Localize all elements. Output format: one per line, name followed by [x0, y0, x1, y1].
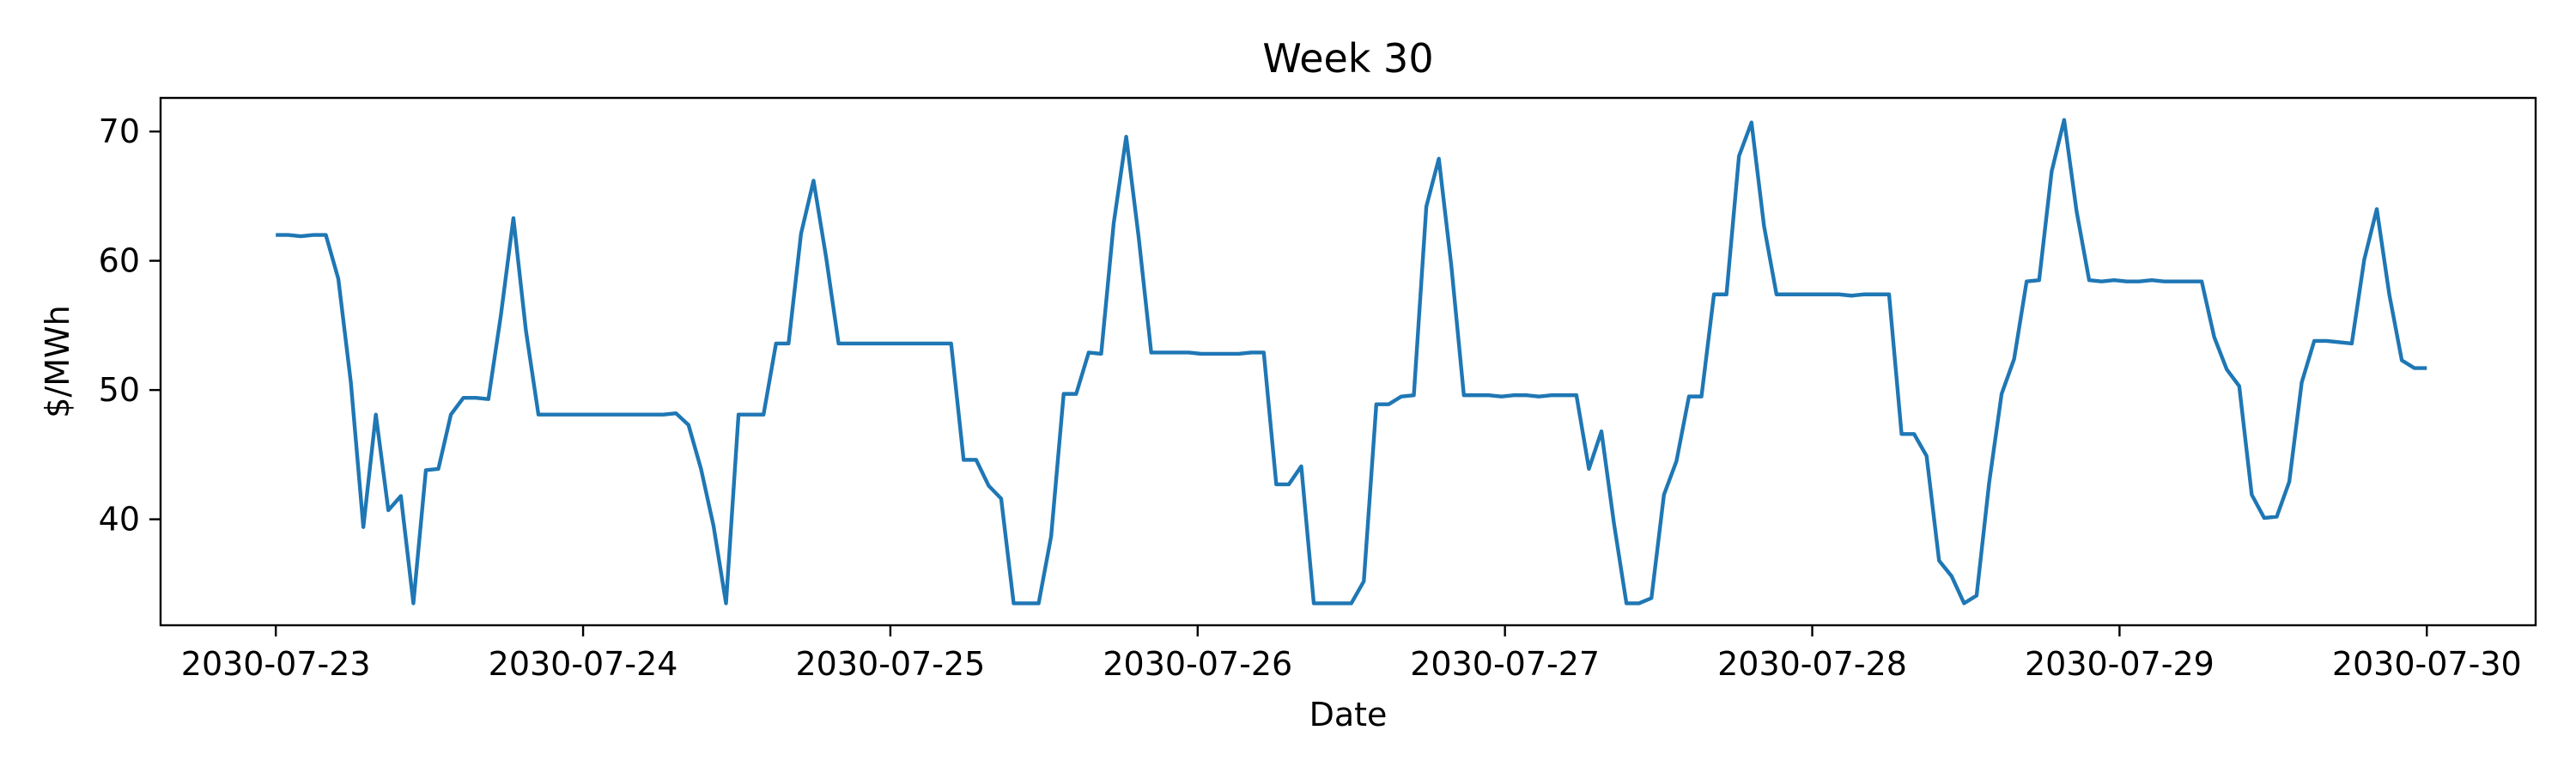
x-tick-label: 2030-07-26: [1103, 645, 1292, 683]
x-tick-label: 2030-07-30: [2332, 645, 2522, 683]
x-tick-label: 2030-07-29: [2025, 645, 2215, 683]
series-line-price: [276, 118, 2427, 606]
y-axis-label: $/MWh: [39, 305, 76, 417]
x-tick-label: 2030-07-25: [796, 645, 986, 683]
chart-title: Week 30: [1262, 35, 1433, 82]
plot-area-frame: [159, 96, 2537, 627]
y-tick-label: 70: [99, 113, 140, 150]
x-tick-label: 2030-07-28: [1717, 645, 1907, 683]
x-tick-label: 2030-07-24: [489, 645, 678, 683]
x-tick-label: 2030-07-23: [181, 645, 371, 683]
y-tick-label: 40: [99, 501, 140, 539]
y-tick-label: 60: [99, 242, 140, 280]
x-axis: 2030-07-23 2030-07-24 2030-07-25 2030-07-26…: [181, 625, 2522, 683]
x-axis-label: Date: [1309, 696, 1388, 733]
y-axis: 40 50 60 70: [99, 113, 161, 539]
y-tick-label: 50: [99, 371, 140, 409]
x-tick-label: 2030-07-27: [1410, 645, 1600, 683]
